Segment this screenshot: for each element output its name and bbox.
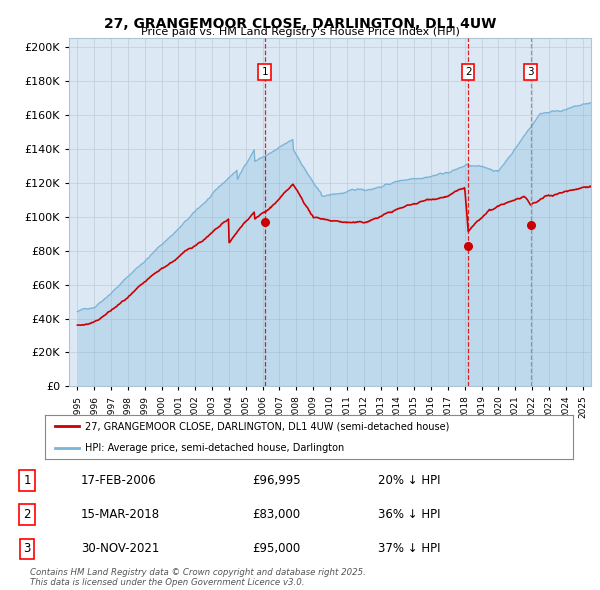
Text: 2: 2: [23, 508, 31, 522]
Text: Price paid vs. HM Land Registry's House Price Index (HPI): Price paid vs. HM Land Registry's House …: [140, 27, 460, 37]
Text: £95,000: £95,000: [252, 542, 300, 555]
Text: 17-FEB-2006: 17-FEB-2006: [81, 474, 157, 487]
Text: Contains HM Land Registry data © Crown copyright and database right 2025.
This d: Contains HM Land Registry data © Crown c…: [30, 568, 366, 587]
Text: £96,995: £96,995: [252, 474, 301, 487]
Text: 27, GRANGEMOOR CLOSE, DARLINGTON, DL1 4UW: 27, GRANGEMOOR CLOSE, DARLINGTON, DL1 4U…: [104, 17, 496, 31]
Text: 1: 1: [262, 67, 268, 77]
Text: 20% ↓ HPI: 20% ↓ HPI: [378, 474, 440, 487]
Text: 36% ↓ HPI: 36% ↓ HPI: [378, 508, 440, 522]
Text: HPI: Average price, semi-detached house, Darlington: HPI: Average price, semi-detached house,…: [85, 442, 344, 453]
Text: 15-MAR-2018: 15-MAR-2018: [81, 508, 160, 522]
Text: 30-NOV-2021: 30-NOV-2021: [81, 542, 160, 555]
Text: 37% ↓ HPI: 37% ↓ HPI: [378, 542, 440, 555]
Text: 3: 3: [23, 542, 31, 555]
Text: 3: 3: [527, 67, 534, 77]
Text: 2: 2: [465, 67, 472, 77]
Text: 27, GRANGEMOOR CLOSE, DARLINGTON, DL1 4UW (semi-detached house): 27, GRANGEMOOR CLOSE, DARLINGTON, DL1 4U…: [85, 421, 449, 431]
Text: 1: 1: [23, 474, 31, 487]
Text: £83,000: £83,000: [252, 508, 300, 522]
